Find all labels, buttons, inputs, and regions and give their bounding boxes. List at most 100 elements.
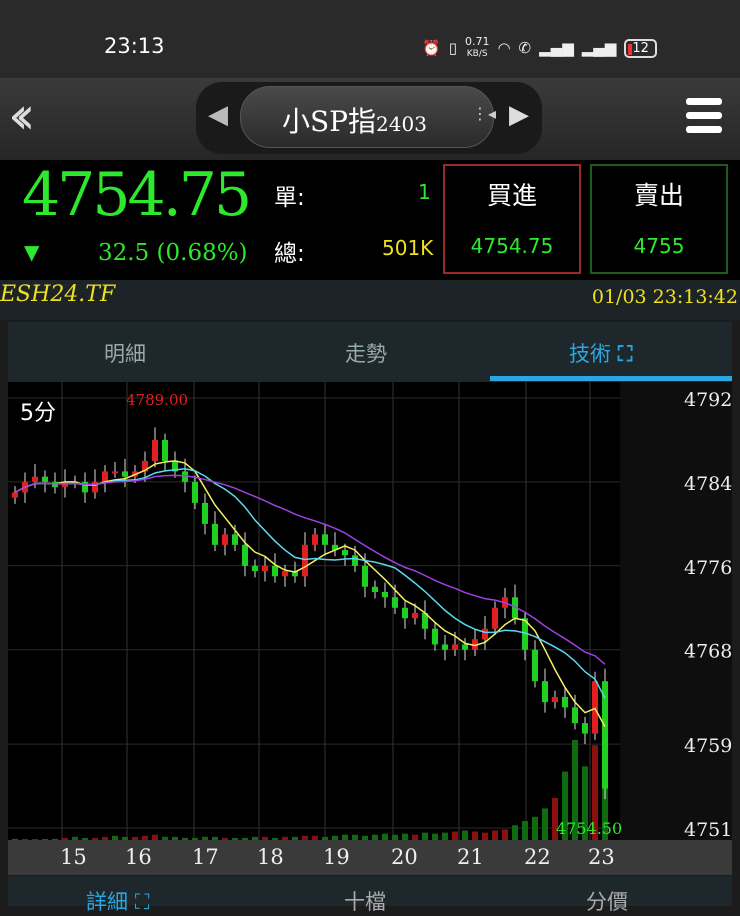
y-tick-label: 4768 xyxy=(684,641,732,663)
price-change: 32.5 (0.68%) xyxy=(98,240,248,266)
volume-bar xyxy=(522,821,528,840)
candlestick-chart[interactable]: 4792 4784 4776 4768 4759 4751 5分 4789.00 4754.50 xyxy=(8,382,732,840)
volume-bar xyxy=(602,776,608,840)
candle xyxy=(232,534,238,545)
sell-price: 4755 xyxy=(633,234,685,258)
bottom-tab-details[interactable]: 詳細 ⛶ xyxy=(86,886,149,916)
bottom-tab-details-label: 詳細 xyxy=(86,890,128,914)
volume-bar xyxy=(412,834,418,840)
candle xyxy=(552,696,558,703)
candle xyxy=(272,565,278,577)
total-label: 總: xyxy=(274,241,305,267)
status-icons: ⏰ ▯ 0.71 KB/S ◠ ✆ ▂▄▆ ▂▄▆ 12 xyxy=(422,36,657,60)
candle xyxy=(562,696,568,708)
fullscreen-icon[interactable]: ⛶ xyxy=(134,890,150,914)
x-tick-label: 19 xyxy=(323,845,350,869)
last-price: 4754.75 xyxy=(22,160,252,230)
period-label: 5分 xyxy=(20,401,56,426)
call-icon: ✆ xyxy=(518,39,532,57)
prev-symbol-icon[interactable]: ◀ xyxy=(208,100,228,130)
candle xyxy=(492,607,498,629)
volume-bar xyxy=(52,838,58,840)
buy-label: 買進 xyxy=(486,181,537,210)
unit-label: 單: xyxy=(274,185,305,211)
volume-bar xyxy=(582,766,588,840)
candle xyxy=(82,481,88,493)
unit-value: 1 xyxy=(418,180,431,204)
candle xyxy=(112,471,118,474)
tab-technical[interactable]: 技術 ⛶ xyxy=(569,338,632,368)
candle xyxy=(322,534,328,545)
volume-bar xyxy=(342,834,348,840)
signal-icon: ▂▄▆ xyxy=(539,39,574,57)
volume-bar xyxy=(452,831,458,840)
x-tick-label: 20 xyxy=(391,845,418,869)
volume-bar xyxy=(142,835,148,840)
candle xyxy=(222,534,228,545)
bottom-tab-price-volume[interactable]: 分價 xyxy=(586,890,628,914)
volume-bar xyxy=(492,830,498,840)
volume-bar xyxy=(372,834,378,840)
status-bar xyxy=(0,0,740,78)
candle xyxy=(402,607,408,619)
volume-bar xyxy=(352,834,358,840)
volume-bar xyxy=(512,825,518,840)
volume-bar xyxy=(542,808,548,840)
y-tick-label: 4751 xyxy=(684,819,732,840)
contract-label: 2403 xyxy=(376,112,427,136)
candle xyxy=(392,597,398,608)
tab-trend[interactable]: 走勢 xyxy=(345,342,387,366)
volume-bar xyxy=(22,838,28,840)
volume-bar xyxy=(532,816,538,840)
volume-bar xyxy=(12,838,18,840)
volume-bar xyxy=(32,838,38,840)
tab-bar xyxy=(8,322,732,382)
buy-button[interactable]: 買進 4754.75 xyxy=(443,164,581,274)
candle xyxy=(292,571,298,577)
candle xyxy=(412,613,418,619)
volume-bar xyxy=(572,740,578,840)
symbol-list-icon[interactable]: ⋮◂ xyxy=(472,104,497,123)
volume-bar xyxy=(152,834,158,840)
volume-bar xyxy=(442,832,448,840)
volume-bar xyxy=(322,836,328,840)
candle xyxy=(312,534,318,545)
symbol-pill[interactable] xyxy=(240,86,494,148)
candle xyxy=(532,649,538,682)
candle xyxy=(242,544,248,566)
y-tick-label: 4759 xyxy=(684,735,732,757)
candle xyxy=(352,555,358,566)
tab-technical-label: 技術 xyxy=(569,342,611,366)
candle xyxy=(32,476,38,482)
symbol-name[interactable]: 小SP指2403 xyxy=(282,100,427,140)
net-unit: KB/S xyxy=(466,49,488,59)
sell-button[interactable]: 賣出 4755 xyxy=(590,164,728,274)
volume-bar xyxy=(382,833,388,840)
y-axis-area xyxy=(620,382,732,840)
candle xyxy=(62,481,68,488)
volume-bar xyxy=(192,837,198,840)
wifi-icon: ◠ xyxy=(497,39,511,57)
signal-icon-2: ▂▄▆ xyxy=(581,39,617,57)
ticker-strip xyxy=(0,280,740,320)
candle xyxy=(102,471,108,482)
volume-bar xyxy=(132,836,138,840)
menu-icon[interactable] xyxy=(686,98,722,140)
tab-detail[interactable]: 明細 xyxy=(104,342,146,366)
fullscreen-icon[interactable]: ⛶ xyxy=(617,342,633,366)
volume-bar xyxy=(102,836,108,840)
bottom-tab-depth[interactable]: 十檔 xyxy=(344,890,386,914)
volume-bar xyxy=(72,836,78,840)
volume-bar xyxy=(252,836,258,840)
plot-area xyxy=(8,382,620,840)
volume-bar xyxy=(272,837,278,840)
volume-bar xyxy=(422,832,428,840)
back-icon[interactable]: ‹‹ xyxy=(8,86,35,146)
candle xyxy=(382,592,388,598)
candle xyxy=(542,681,548,703)
x-tick-label: 15 xyxy=(60,845,87,869)
candle xyxy=(122,471,128,477)
next-symbol-icon[interactable]: ▶ xyxy=(509,100,529,130)
volume-bar xyxy=(562,771,568,840)
volume-bar xyxy=(242,837,248,840)
